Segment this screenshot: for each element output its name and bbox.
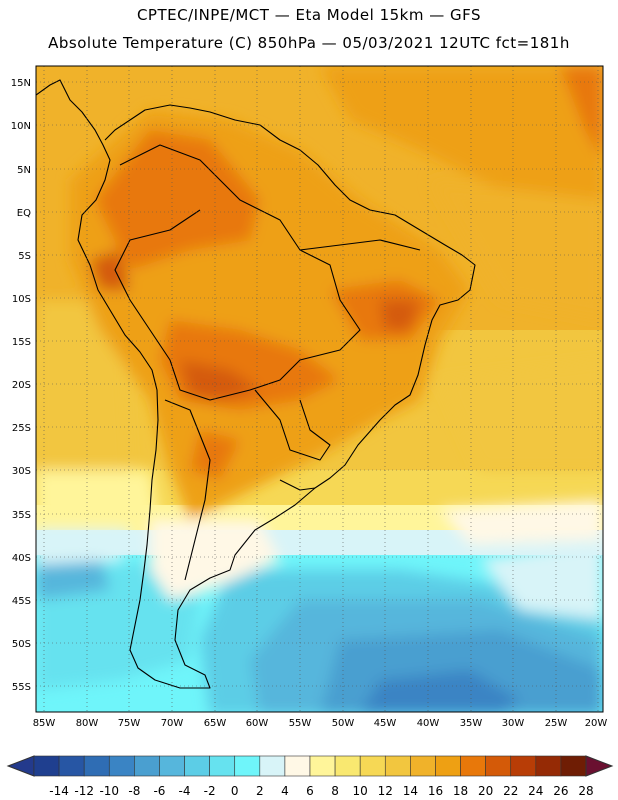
colorbar-under-arrow	[6, 755, 35, 777]
colorbar-label: -2	[204, 784, 216, 798]
temperature-field	[36, 66, 603, 712]
colorbar-swatch	[560, 755, 587, 777]
lat-lon-grid	[36, 66, 603, 712]
lat-label-5n: 5N	[17, 165, 31, 176]
lon-label-25w: 25W	[545, 718, 568, 729]
lon-label-30w: 30W	[502, 718, 525, 729]
colorbar-swatch	[184, 755, 210, 777]
colorbar-label: 4	[281, 784, 289, 798]
colorbar-swatch	[284, 755, 311, 777]
lat-label-eq: EQ	[17, 208, 31, 219]
colorbar-label: 16	[428, 784, 443, 798]
lat-label-20s: 20S	[12, 380, 31, 391]
colorbar-swatch	[485, 755, 512, 777]
colorbar-swatch	[510, 755, 537, 777]
latitude-axis: 15N 10N 5N EQ 5S 10S 15S 20S 25S 30S 35S…	[11, 78, 31, 693]
lat-label-30s: 30S	[12, 466, 31, 477]
lon-label-55w: 55W	[289, 718, 312, 729]
lon-label-40w: 40W	[417, 718, 440, 729]
colorbar-swatch	[33, 755, 60, 777]
colorbar-swatch	[384, 755, 411, 777]
lon-label-80w: 80W	[76, 718, 99, 729]
colorbar-label: -8	[128, 784, 140, 798]
coastline	[36, 79, 476, 689]
map-title-line1: CPTEC/INPE/MCT — Eta Model 15km — GFS	[136, 6, 482, 24]
lat-label-10n: 10N	[11, 121, 31, 132]
colorbar-label: 6	[306, 784, 314, 798]
lon-label-65w: 65W	[204, 718, 227, 729]
longitude-axis: 85W 80W 75W 70W 65W 60W 55W 50W 45W 40W …	[33, 718, 608, 729]
colorbar-swatch	[460, 755, 486, 777]
colorbar-label: 22	[503, 784, 518, 798]
colorbar-label: -4	[179, 784, 191, 798]
lon-label-70w: 70W	[161, 718, 184, 729]
colorbar-label: 26	[553, 784, 568, 798]
lon-label-85w: 85W	[33, 718, 56, 729]
colorbar-label: 2	[256, 784, 264, 798]
colorbar-label: 28	[578, 784, 593, 798]
colorbar-over-arrow	[585, 755, 614, 777]
colorbar-label: -14	[49, 784, 69, 798]
colorbar-swatch	[108, 755, 135, 777]
colorbar-label: 18	[453, 784, 468, 798]
colorbar-swatch	[159, 755, 185, 777]
lat-label-40s: 40S	[12, 553, 31, 564]
colorbar-swatch	[209, 755, 236, 777]
colorbar-label: 12	[378, 784, 393, 798]
lon-label-60w: 60W	[246, 718, 269, 729]
colorbar-swatch	[535, 755, 562, 777]
colorbar-swatch	[435, 755, 461, 777]
colorbar-swatch	[309, 755, 336, 777]
colorbar-swatch	[83, 755, 110, 777]
colorbar-swatch	[234, 755, 261, 777]
map-title-line2: Absolute Temperature (C) 850hPa — 05/03/…	[48, 34, 570, 52]
lat-label-35s: 35S	[12, 510, 31, 521]
lat-label-55s: 55S	[12, 682, 31, 693]
colorbar-swatch	[334, 755, 361, 777]
lat-label-10s: 10S	[12, 294, 31, 305]
lon-label-50w: 50W	[332, 718, 355, 729]
colorbar-label: 10	[353, 784, 368, 798]
colorbar-swatch	[134, 755, 160, 777]
colorbar-label: -12	[74, 784, 94, 798]
colorbar-swatch	[259, 755, 286, 777]
lat-label-25s: 25S	[12, 423, 31, 434]
colorbar-label: 24	[528, 784, 543, 798]
lon-label-20w: 20W	[585, 718, 608, 729]
lon-label-45w: 45W	[374, 718, 397, 729]
lon-label-75w: 75W	[118, 718, 141, 729]
lat-label-5s: 5S	[18, 251, 31, 262]
colorbar-label: 20	[478, 784, 493, 798]
lat-label-15n: 15N	[11, 78, 31, 89]
colorbar-swatch	[58, 755, 85, 777]
colorbar-label: 8	[331, 784, 339, 798]
lat-label-50s: 50S	[12, 639, 31, 650]
colorbar: -14 -12 -10 -8 -6 -4 -2 0 2 4 6 8 10 12 14 16 18 20 22 24 26…	[6, 755, 614, 798]
colorbar-swatch	[359, 755, 386, 777]
map-frame	[35, 65, 604, 713]
lat-label-15s: 15S	[12, 337, 31, 348]
colorbar-label: -6	[153, 784, 165, 798]
colorbar-swatch	[410, 755, 436, 777]
colorbar-label: 14	[403, 784, 418, 798]
lat-label-45s: 45S	[12, 596, 31, 607]
colorbar-label: -10	[99, 784, 119, 798]
colorbar-label: 0	[231, 784, 239, 798]
lon-label-35w: 35W	[460, 718, 483, 729]
